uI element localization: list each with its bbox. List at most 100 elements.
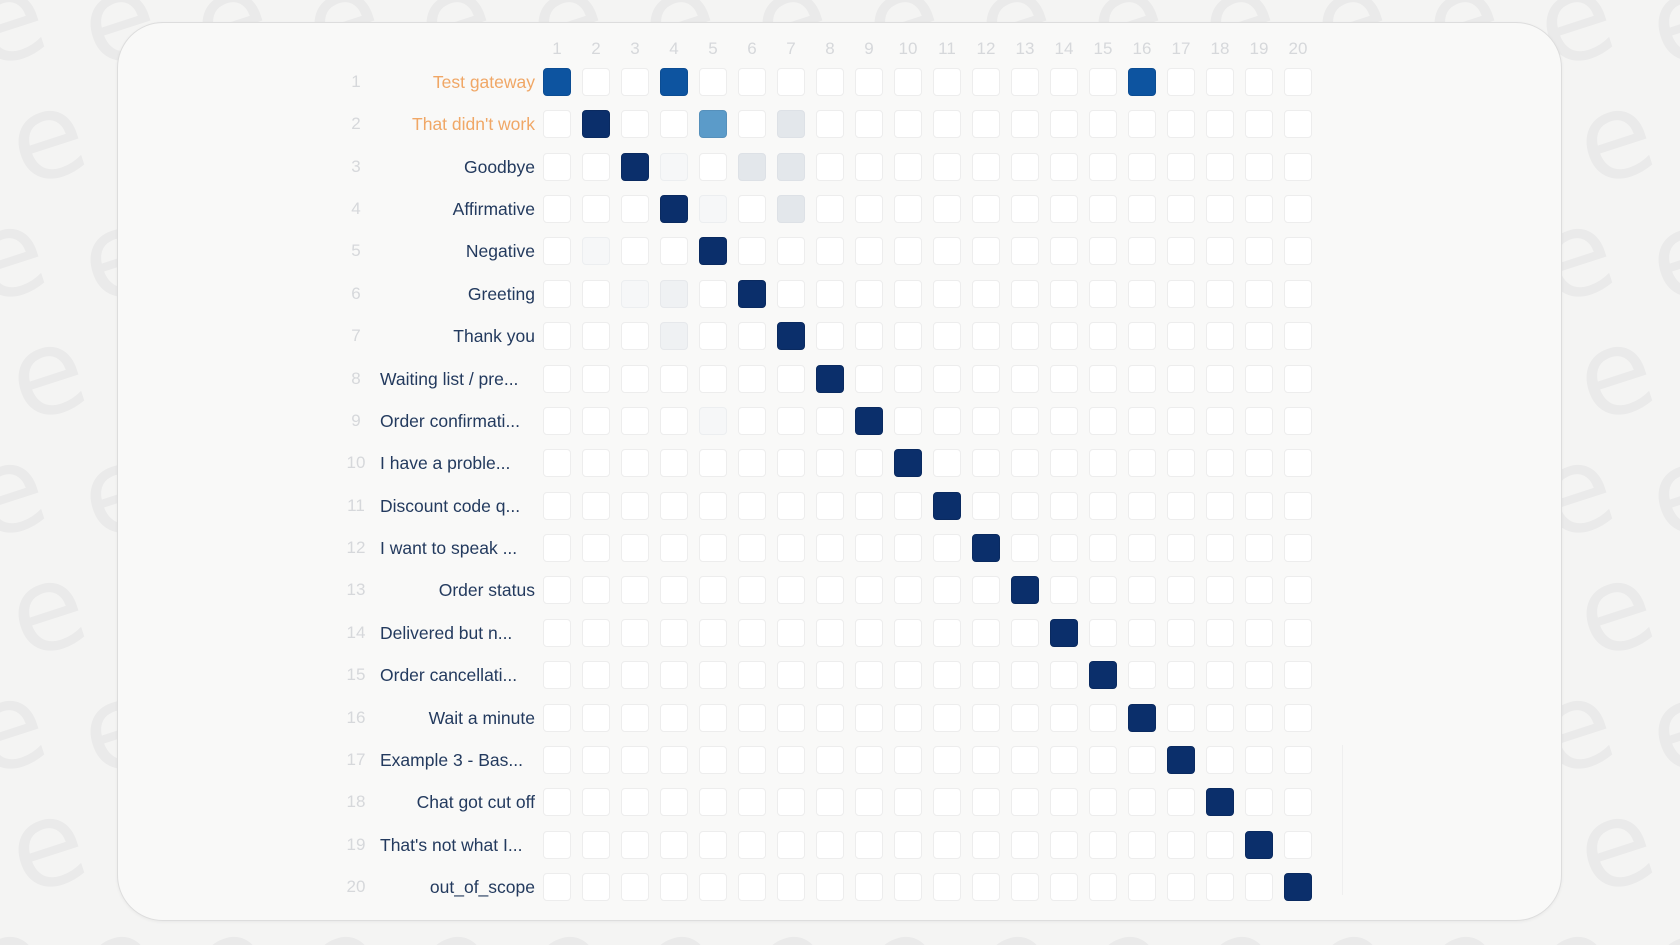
matrix-cell[interactable]	[777, 195, 805, 224]
matrix-cell[interactable]	[699, 873, 727, 902]
matrix-cell[interactable]	[1206, 68, 1234, 96]
matrix-cell[interactable]	[933, 110, 961, 139]
matrix-cell[interactable]	[582, 406, 610, 435]
matrix-cell[interactable]	[738, 873, 766, 902]
matrix-cell[interactable]	[933, 322, 961, 351]
matrix-cell[interactable]	[1011, 237, 1039, 266]
matrix-cell[interactable]	[816, 873, 844, 902]
matrix-cell[interactable]	[933, 195, 961, 224]
matrix-cell[interactable]	[1167, 449, 1195, 478]
row-label[interactable]: Test gateway	[432, 72, 535, 92]
matrix-cell[interactable]	[699, 110, 727, 139]
matrix-cell[interactable]	[1284, 322, 1312, 351]
matrix-cell[interactable]	[894, 449, 922, 478]
matrix-cell[interactable]	[621, 68, 649, 96]
matrix-cell[interactable]	[543, 873, 571, 902]
matrix-cell[interactable]	[1128, 406, 1156, 435]
matrix-cell[interactable]	[1089, 110, 1117, 139]
matrix-cell[interactable]	[816, 745, 844, 774]
matrix-cell[interactable]	[1284, 152, 1312, 181]
matrix-cell[interactable]	[777, 237, 805, 266]
matrix-cell[interactable]	[1089, 195, 1117, 224]
matrix-cell[interactable]	[621, 152, 649, 181]
matrix-cell[interactable]	[933, 279, 961, 308]
matrix-cell[interactable]	[660, 661, 688, 690]
matrix-cell[interactable]	[699, 237, 727, 266]
matrix-cell[interactable]	[855, 745, 883, 774]
matrix-cell[interactable]	[1011, 618, 1039, 647]
matrix-cell[interactable]	[1011, 406, 1039, 435]
matrix-cell[interactable]	[1245, 788, 1273, 817]
matrix-cell[interactable]	[660, 110, 688, 139]
matrix-cell[interactable]	[1245, 406, 1273, 435]
matrix-cell[interactable]	[1206, 873, 1234, 902]
matrix-cell[interactable]	[1206, 788, 1234, 817]
matrix-cell[interactable]	[777, 873, 805, 902]
matrix-cell[interactable]	[1011, 110, 1039, 139]
matrix-cell[interactable]	[816, 237, 844, 266]
matrix-cell[interactable]	[582, 322, 610, 351]
matrix-cell[interactable]	[1206, 661, 1234, 690]
matrix-cell[interactable]	[621, 449, 649, 478]
matrix-cell[interactable]	[894, 68, 922, 96]
matrix-cell[interactable]	[660, 491, 688, 520]
matrix-cell[interactable]	[777, 406, 805, 435]
matrix-cell[interactable]	[972, 110, 1000, 139]
matrix-cell[interactable]	[816, 279, 844, 308]
matrix-cell[interactable]	[1050, 237, 1078, 266]
matrix-cell[interactable]	[855, 364, 883, 393]
matrix-cell[interactable]	[660, 406, 688, 435]
matrix-cell[interactable]	[1206, 534, 1234, 563]
matrix-cell[interactable]	[1011, 830, 1039, 859]
matrix-cell[interactable]	[816, 68, 844, 96]
matrix-cell[interactable]	[1284, 449, 1312, 478]
matrix-cell[interactable]	[621, 576, 649, 605]
matrix-cell[interactable]	[543, 364, 571, 393]
matrix-cell[interactable]	[933, 745, 961, 774]
matrix-cell[interactable]	[660, 534, 688, 563]
matrix-cell[interactable]	[738, 703, 766, 732]
matrix-cell[interactable]	[1245, 534, 1273, 563]
matrix-cell[interactable]	[816, 110, 844, 139]
matrix-cell[interactable]	[738, 152, 766, 181]
matrix-cell[interactable]	[1011, 364, 1039, 393]
matrix-cell[interactable]	[1128, 237, 1156, 266]
matrix-cell[interactable]	[1206, 406, 1234, 435]
matrix-cell[interactable]	[582, 237, 610, 266]
matrix-cell[interactable]	[894, 661, 922, 690]
matrix-cell[interactable]	[738, 279, 766, 308]
matrix-cell[interactable]	[699, 364, 727, 393]
matrix-cell[interactable]	[1089, 576, 1117, 605]
matrix-cell[interactable]	[933, 703, 961, 732]
matrix-cell[interactable]	[621, 703, 649, 732]
matrix-cell[interactable]	[621, 364, 649, 393]
matrix-cell[interactable]	[1089, 406, 1117, 435]
matrix-cell[interactable]	[582, 491, 610, 520]
row-label[interactable]: Chat got cut off	[416, 792, 535, 813]
matrix-cell[interactable]	[972, 68, 1000, 96]
matrix-cell[interactable]	[933, 406, 961, 435]
matrix-cell[interactable]	[816, 576, 844, 605]
matrix-cell[interactable]	[1284, 68, 1312, 96]
matrix-cell[interactable]	[894, 873, 922, 902]
matrix-cell[interactable]	[894, 745, 922, 774]
matrix-cell[interactable]	[1089, 364, 1117, 393]
matrix-cell[interactable]	[1167, 745, 1195, 774]
matrix-cell[interactable]	[933, 364, 961, 393]
matrix-cell[interactable]	[855, 152, 883, 181]
matrix-cell[interactable]	[1245, 195, 1273, 224]
matrix-cell[interactable]	[1167, 152, 1195, 181]
matrix-cell[interactable]	[894, 491, 922, 520]
matrix-cell[interactable]	[543, 152, 571, 181]
matrix-cell[interactable]	[582, 873, 610, 902]
matrix-cell[interactable]	[1128, 703, 1156, 732]
matrix-cell[interactable]	[816, 195, 844, 224]
matrix-cell[interactable]	[855, 618, 883, 647]
matrix-cell[interactable]	[777, 449, 805, 478]
matrix-cell[interactable]	[543, 661, 571, 690]
matrix-cell[interactable]	[738, 110, 766, 139]
matrix-cell[interactable]	[933, 237, 961, 266]
matrix-cell[interactable]	[777, 279, 805, 308]
matrix-cell[interactable]	[1167, 618, 1195, 647]
matrix-cell[interactable]	[543, 576, 571, 605]
